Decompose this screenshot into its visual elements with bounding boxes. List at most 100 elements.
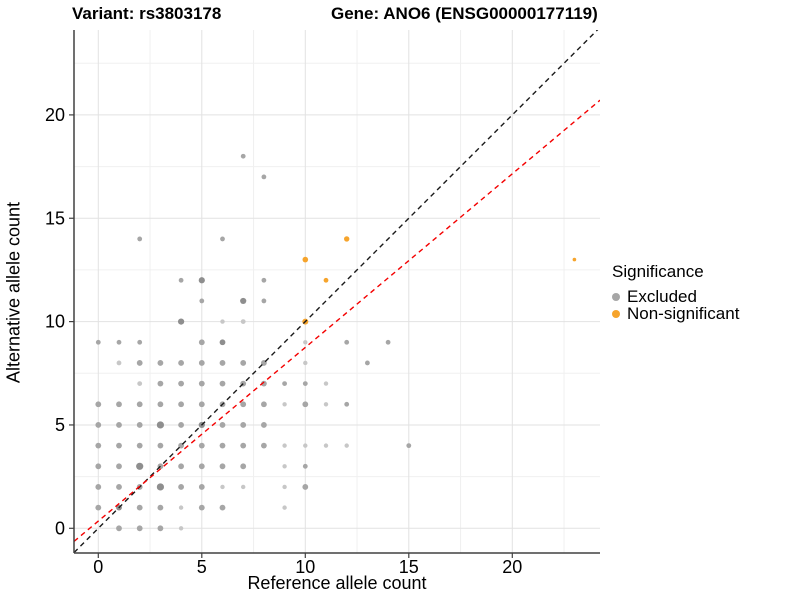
excluded-point — [344, 443, 349, 448]
excluded-point — [219, 339, 226, 346]
excluded-point — [240, 442, 247, 449]
excluded-point — [95, 442, 102, 449]
excluded-point — [198, 380, 205, 387]
excluded-point — [198, 484, 205, 490]
non-significant-point — [344, 236, 350, 242]
x-tick-label: 15 — [399, 557, 419, 577]
excluded-point — [116, 442, 122, 449]
excluded-point — [302, 463, 308, 469]
excluded-point — [282, 443, 287, 448]
excluded-point — [219, 360, 226, 366]
excluded-point — [385, 339, 391, 345]
excluded-point — [219, 463, 226, 470]
excluded-point — [240, 319, 246, 324]
excluded-point — [323, 381, 329, 386]
excluded-point — [261, 442, 267, 449]
excluded-point — [157, 525, 164, 532]
legend: Significance Excluded Non-significant — [612, 262, 740, 323]
excluded-point — [178, 526, 184, 531]
excluded-point — [219, 442, 226, 449]
excluded-point — [219, 380, 226, 387]
excluded-point — [198, 360, 205, 366]
excluded-point — [137, 236, 143, 242]
legend-item-non-significant: Non-significant — [612, 303, 740, 323]
excluded-point — [261, 422, 267, 428]
excluded-point — [302, 381, 308, 387]
excluded-point — [116, 463, 122, 470]
excluded-point — [116, 360, 122, 366]
excluded-point — [156, 483, 164, 491]
excluded-point — [116, 401, 122, 408]
excluded-point — [157, 504, 164, 511]
excluded-point — [95, 463, 102, 470]
excluded-point — [95, 484, 102, 490]
excluded-point — [136, 401, 143, 408]
legend-item-label: Excluded — [627, 286, 697, 306]
excluded-point — [198, 339, 205, 346]
excluded-point — [240, 463, 247, 470]
excluded-point — [303, 360, 308, 366]
excluded-point — [282, 484, 287, 490]
excluded-point — [261, 401, 267, 408]
excluded-point — [178, 463, 185, 470]
excluded-point — [178, 484, 185, 490]
non-significant-point — [302, 256, 309, 263]
excluded-point — [157, 401, 164, 408]
excluded-point — [240, 297, 247, 305]
excluded-point — [282, 402, 287, 407]
y-tick-label: 5 — [55, 415, 65, 435]
excluded-point — [198, 277, 205, 284]
excluded-point — [302, 401, 309, 408]
x-tick-label: 0 — [93, 557, 103, 577]
excluded-point — [323, 443, 329, 448]
legend-item-label: Non-significant — [627, 303, 740, 323]
excluded-dot-icon — [612, 292, 620, 301]
excluded-point — [261, 298, 267, 304]
excluded-point — [95, 422, 102, 428]
excluded-point — [198, 504, 205, 511]
excluded-point — [178, 422, 185, 428]
excluded-point — [240, 153, 246, 159]
excluded-point — [241, 484, 246, 490]
y-tick-label: 20 — [45, 105, 65, 125]
excluded-point — [240, 360, 247, 366]
excluded-point — [198, 442, 205, 449]
excluded-point — [261, 174, 267, 180]
excluded-point — [323, 402, 329, 407]
excluded-point — [116, 339, 122, 345]
non-significant-point — [572, 257, 577, 262]
excluded-point — [95, 401, 102, 408]
excluded-point — [137, 381, 143, 387]
gene-title: Gene: ANO6 (ENSG00000177119) — [331, 4, 598, 23]
excluded-point — [261, 277, 267, 283]
excluded-point — [199, 298, 205, 304]
legend-title: Significance — [612, 262, 704, 281]
excluded-point — [157, 380, 164, 387]
excluded-point — [178, 360, 185, 366]
x-tick-label: 5 — [197, 557, 207, 577]
excluded-point — [240, 401, 247, 408]
excluded-point — [136, 422, 143, 428]
excluded-point — [116, 525, 122, 532]
excluded-point — [303, 443, 308, 448]
excluded-point — [116, 484, 122, 490]
x-tick-label: 20 — [502, 557, 522, 577]
excluded-point — [220, 236, 225, 242]
fit-line — [74, 99, 600, 542]
excluded-point — [282, 505, 287, 510]
excluded-point — [157, 360, 164, 366]
excluded-point — [261, 380, 267, 387]
x-tick-label: 10 — [295, 557, 315, 577]
non-significant-dot-icon — [612, 309, 620, 318]
excluded-point — [156, 421, 164, 429]
excluded-point — [406, 443, 412, 449]
excluded-point — [198, 401, 205, 408]
reference-lines — [74, 30, 600, 553]
excluded-point — [178, 401, 185, 408]
excluded-point — [137, 339, 143, 345]
y-tick-label: 0 — [55, 518, 65, 538]
excluded-point — [198, 463, 205, 470]
y-axis-label: Alternative allele count — [3, 201, 24, 384]
